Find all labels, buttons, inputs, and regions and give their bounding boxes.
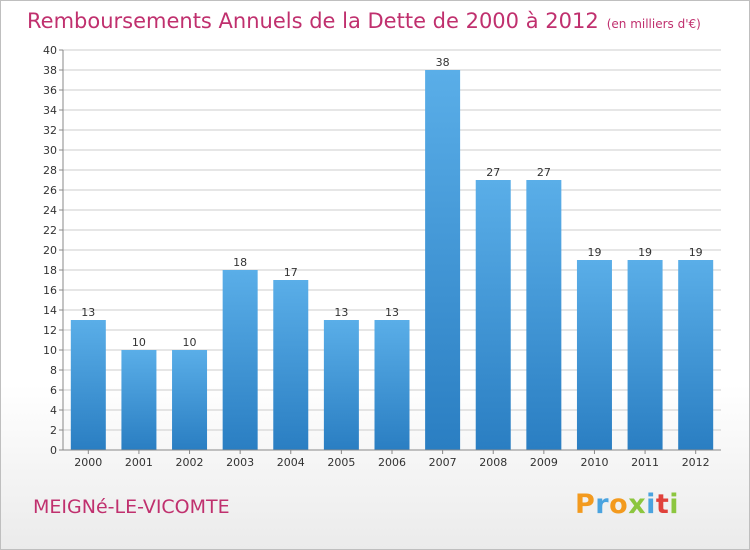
y-tick-label: 8 bbox=[50, 364, 57, 377]
data-label: 38 bbox=[436, 56, 450, 69]
bar bbox=[678, 260, 714, 450]
x-tick-label: 2002 bbox=[176, 456, 204, 469]
x-tick-label: 2007 bbox=[429, 456, 457, 469]
data-label: 27 bbox=[537, 166, 551, 179]
y-tick-label: 34 bbox=[43, 104, 57, 117]
x-tick-label: 2001 bbox=[125, 456, 153, 469]
bar bbox=[273, 280, 309, 450]
y-tick-label: 24 bbox=[43, 204, 57, 217]
y-tick-label: 14 bbox=[43, 304, 57, 317]
unit-label: (en milliers d'€) bbox=[606, 17, 701, 31]
proxiti-logo: Proxiti bbox=[575, 489, 679, 520]
bar bbox=[627, 260, 663, 450]
bar bbox=[475, 180, 511, 450]
logo-letter: P bbox=[575, 489, 596, 520]
logo-letter: i bbox=[669, 489, 680, 520]
x-tick-label: 2008 bbox=[479, 456, 507, 469]
bar bbox=[576, 260, 612, 450]
x-tick-label: 2006 bbox=[378, 456, 406, 469]
data-label: 19 bbox=[587, 246, 601, 259]
data-label: 13 bbox=[81, 306, 95, 319]
bar bbox=[323, 320, 359, 450]
y-tick-label: 40 bbox=[43, 44, 57, 57]
x-tick-label: 2011 bbox=[631, 456, 659, 469]
logo-letter: t bbox=[655, 489, 670, 520]
data-label: 10 bbox=[132, 336, 146, 349]
title-text: Remboursements Annuels de la Dette de 20… bbox=[27, 9, 599, 33]
y-tick-label: 20 bbox=[43, 244, 57, 257]
y-tick-label: 32 bbox=[43, 124, 57, 137]
data-label: 13 bbox=[334, 306, 348, 319]
bar bbox=[172, 350, 208, 450]
y-tick-label: 4 bbox=[50, 404, 57, 417]
data-label: 17 bbox=[284, 266, 298, 279]
x-tick-label: 2003 bbox=[226, 456, 254, 469]
bar bbox=[121, 350, 157, 450]
data-label: 19 bbox=[638, 246, 652, 259]
y-tick-label: 6 bbox=[50, 384, 57, 397]
logo-letter: x bbox=[628, 489, 647, 520]
x-tick-label: 2004 bbox=[277, 456, 305, 469]
y-tick-label: 28 bbox=[43, 164, 57, 177]
data-label: 27 bbox=[486, 166, 500, 179]
logo-letter: o bbox=[609, 489, 629, 520]
logo-letter: r bbox=[595, 489, 610, 520]
bar bbox=[222, 270, 258, 450]
y-tick-label: 36 bbox=[43, 84, 57, 97]
bar bbox=[425, 70, 461, 450]
y-tick-label: 22 bbox=[43, 224, 57, 237]
data-label: 18 bbox=[233, 256, 247, 269]
bar bbox=[526, 180, 562, 450]
y-tick-label: 2 bbox=[50, 424, 57, 437]
x-tick-label: 2009 bbox=[530, 456, 558, 469]
y-tick-label: 26 bbox=[43, 184, 57, 197]
y-tick-label: 12 bbox=[43, 324, 57, 337]
y-tick-label: 10 bbox=[43, 344, 57, 357]
y-tick-label: 30 bbox=[43, 144, 57, 157]
x-tick-label: 2010 bbox=[580, 456, 608, 469]
logo-letter: i bbox=[646, 489, 656, 520]
x-tick-label: 2005 bbox=[327, 456, 355, 469]
y-tick-label: 0 bbox=[50, 444, 57, 457]
y-tick-label: 18 bbox=[43, 264, 57, 277]
data-label: 10 bbox=[183, 336, 197, 349]
data-label: 13 bbox=[385, 306, 399, 319]
x-tick-label: 2012 bbox=[682, 456, 710, 469]
y-tick-label: 16 bbox=[43, 284, 57, 297]
bar bbox=[70, 320, 106, 450]
y-tick-label: 38 bbox=[43, 64, 57, 77]
commune-name: MEIGNé-LE-VICOMTE bbox=[33, 496, 230, 518]
x-tick-label: 2000 bbox=[74, 456, 102, 469]
chart-title: Remboursements Annuels de la Dette de 20… bbox=[27, 9, 701, 33]
bar bbox=[374, 320, 410, 450]
data-label: 19 bbox=[689, 246, 703, 259]
